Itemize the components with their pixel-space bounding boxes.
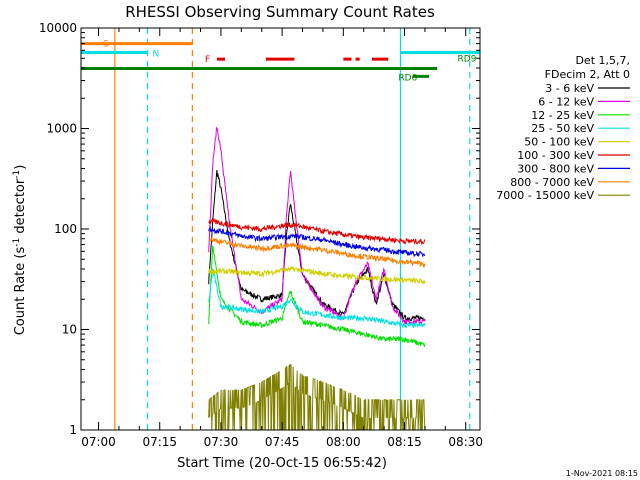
legend-label-0: 3 - 6 keV (545, 82, 594, 95)
y-axis-label-main: Count Rate (s (13, 247, 28, 336)
flag-f-label: F (205, 55, 210, 65)
legend-label-5: 100 - 300 keV (517, 149, 594, 162)
y-axis-label-sup1: -1 (12, 238, 22, 247)
y-axis-label: Count Rate (s-1 detector-1) (12, 165, 28, 336)
legend-header-2: FDecim 2, Att 0 (545, 68, 630, 81)
y-tick-label-0: 1 (69, 423, 77, 437)
y-axis-label-sup2: -1 (12, 170, 22, 179)
series-line-8 (208, 363, 426, 431)
x-tick-label-3: 07:45 (265, 435, 300, 449)
y-axis-label-mid: detector (13, 178, 28, 238)
legend-label-6: 300 - 800 keV (517, 162, 594, 175)
x-tick-label-6: 08:30 (448, 435, 483, 449)
y-tick-label-3: 1000 (46, 122, 77, 136)
svg-text:Count Rate (s-1 detector-1): Count Rate (s-1 detector-1) (12, 165, 28, 336)
flag-n-label: N (153, 50, 160, 60)
flag-rd6-label: RD6 (398, 73, 417, 83)
chart-title: RHESSI Observing Summary Count Rates (125, 3, 435, 21)
legend-label-3: 25 - 50 keV (531, 122, 594, 135)
flag-s-label: S (103, 40, 109, 50)
legend-header-1: Det 1,5,7, (575, 54, 630, 67)
y-tick-label-4: 10000 (39, 21, 77, 35)
legend-label-2: 12 - 25 keV (531, 109, 594, 122)
legend-label-7: 800 - 7000 keV (510, 176, 594, 189)
x-tick-label-1: 07:15 (142, 435, 177, 449)
y-tick-label-1: 10 (62, 323, 77, 337)
footer-timestamp: 1-Nov-2021 08:15 (566, 469, 638, 478)
legend-label-8: 7000 - 15000 keV (496, 189, 594, 202)
series-line-7 (208, 237, 426, 269)
series-line-1 (208, 126, 426, 326)
x-tick-label-2: 07:30 (204, 435, 239, 449)
x-tick-label-4: 08:00 (326, 435, 361, 449)
x-axis-label: Start Time (20-Oct-15 06:55:42) (177, 456, 387, 471)
series-line-4 (208, 265, 426, 285)
x-tick-label-5: 08:15 (387, 435, 422, 449)
legend-label-1: 6 - 12 keV (538, 95, 594, 108)
series-line-2 (208, 245, 426, 347)
series-line-3 (208, 268, 426, 329)
flag-rd9-label: RD9 (458, 55, 477, 65)
series-line-5 (208, 217, 426, 246)
legend-label-4: 50 - 100 keV (524, 136, 594, 149)
x-tick-label-0: 07:00 (81, 435, 116, 449)
y-axis-label-end: ) (13, 165, 28, 170)
y-tick-label-2: 100 (54, 222, 77, 236)
series-line-6 (208, 225, 426, 258)
